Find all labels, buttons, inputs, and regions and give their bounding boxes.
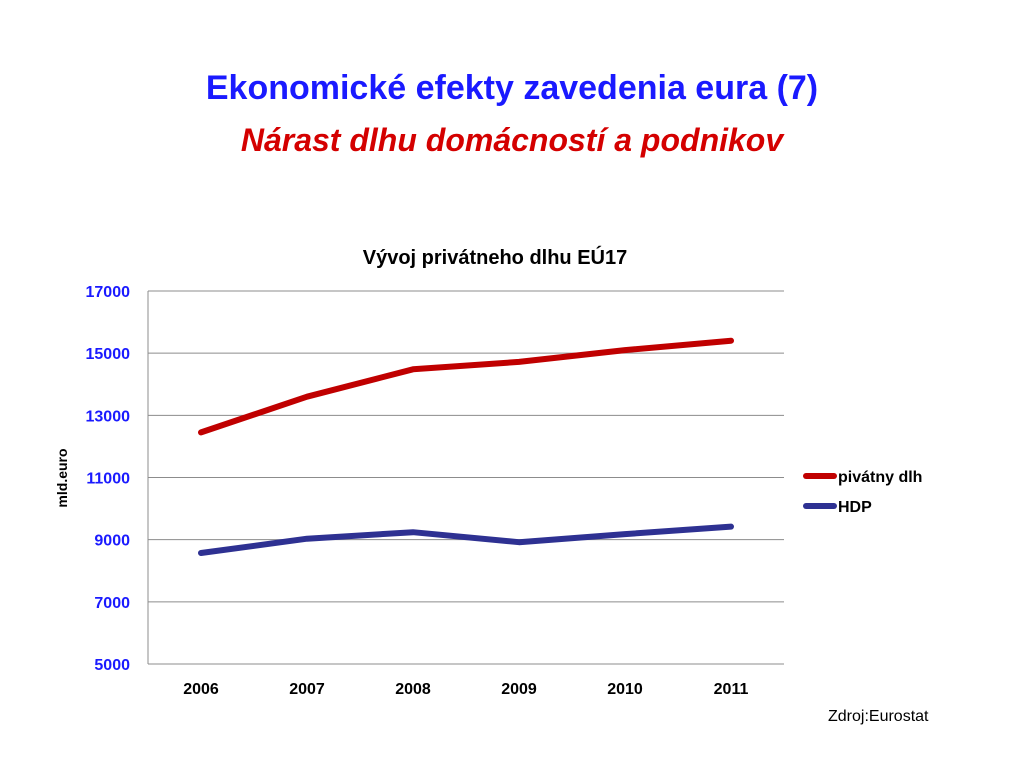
y-tick-label: 9000: [94, 533, 130, 550]
slide-subtitle: Nárast dlhu domácností a podnikov: [240, 122, 784, 158]
series-lines: [198, 337, 734, 556]
x-tick-label: 2011: [714, 681, 749, 698]
legend: pivátny dlh HDP: [803, 469, 922, 516]
x-tick-label: 2006: [183, 681, 219, 698]
x-tick-label: 2008: [395, 681, 431, 698]
legend-label: pivátny dlh: [838, 469, 922, 486]
legend-label: HDP: [838, 499, 872, 516]
slide-title: Ekonomické efekty zavedenia eura (7): [205, 69, 819, 107]
y-axis-label: mld.euro: [54, 448, 70, 507]
y-tick-labels: 5000 7000 9000 11000 13000 15000 17000: [86, 284, 131, 674]
series-line-0: [198, 337, 734, 436]
x-tick-label: 2010: [607, 681, 643, 698]
y-tick-label: 17000: [86, 284, 131, 301]
axes: [147, 291, 784, 665]
y-tick-label: 11000: [86, 471, 130, 488]
series-line-1: [198, 523, 734, 556]
y-tick-label: 7000: [94, 595, 130, 612]
y-tick-label: 15000: [86, 346, 131, 363]
x-tick-label: 2009: [501, 681, 537, 698]
source-note: Zdroj:Eurostat: [828, 708, 929, 725]
chart-title: Vývoj privátneho dlhu EÚ17: [363, 245, 628, 269]
x-tick-label: 2007: [289, 681, 325, 698]
x-tick-labels: 2006 2007 2008 2009 2010 2011: [183, 681, 748, 698]
y-tick-label: 5000: [94, 657, 130, 674]
y-tick-label: 13000: [86, 408, 131, 425]
